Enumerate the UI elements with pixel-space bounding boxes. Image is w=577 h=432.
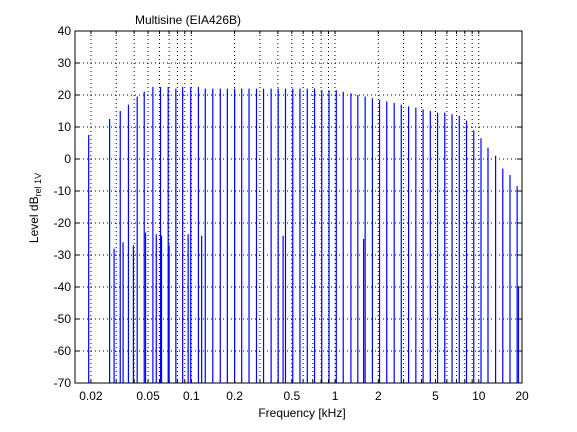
y-axis-label-subscript: rel 1V [33,173,43,197]
x-tick-label: 20 [515,389,529,403]
grid-layer [75,31,522,383]
axes-frame [74,30,523,384]
plot-area [75,31,522,383]
y-tick-label: -50 [54,312,72,326]
x-tick-label: 10 [472,389,486,403]
x-tick-label: 0.1 [183,389,200,403]
x-tick-label: 1 [332,389,339,403]
y-axis-label: Level dBrel 1V [27,173,43,243]
chart-title: Multisine (EIA426B) [135,13,241,27]
series-layer [88,87,520,383]
x-tick-label: 2 [375,389,382,403]
x-axis-label: Frequency [kHz] [258,406,345,420]
x-tick-label: 0.2 [226,389,243,403]
y-tick-label: 30 [58,56,72,70]
y-axis-label-main: Level dB [27,196,41,243]
y-tick-label: -30 [54,248,72,262]
y-tick-label: 40 [58,24,72,38]
y-tick-label: 20 [58,88,72,102]
y-tick-label: -20 [54,216,72,230]
y-tick-label: 10 [58,120,72,134]
x-tick-label: 5 [432,389,439,403]
y-tick-label: -40 [54,280,72,294]
tick-layer: 40 30 20 10 0 -10 -20 -30 -40 -50 -60 -70 0.02 0.05 0.… [54,24,529,403]
y-tick-label: -10 [54,184,72,198]
x-tick-label: 0.02 [79,389,103,403]
y-tick-label: -60 [54,344,72,358]
y-tick-label: -70 [54,376,72,390]
x-tick-label: 0.5 [283,389,300,403]
x-tick-label: 0.05 [136,389,160,403]
y-tick-label: 0 [64,152,71,166]
